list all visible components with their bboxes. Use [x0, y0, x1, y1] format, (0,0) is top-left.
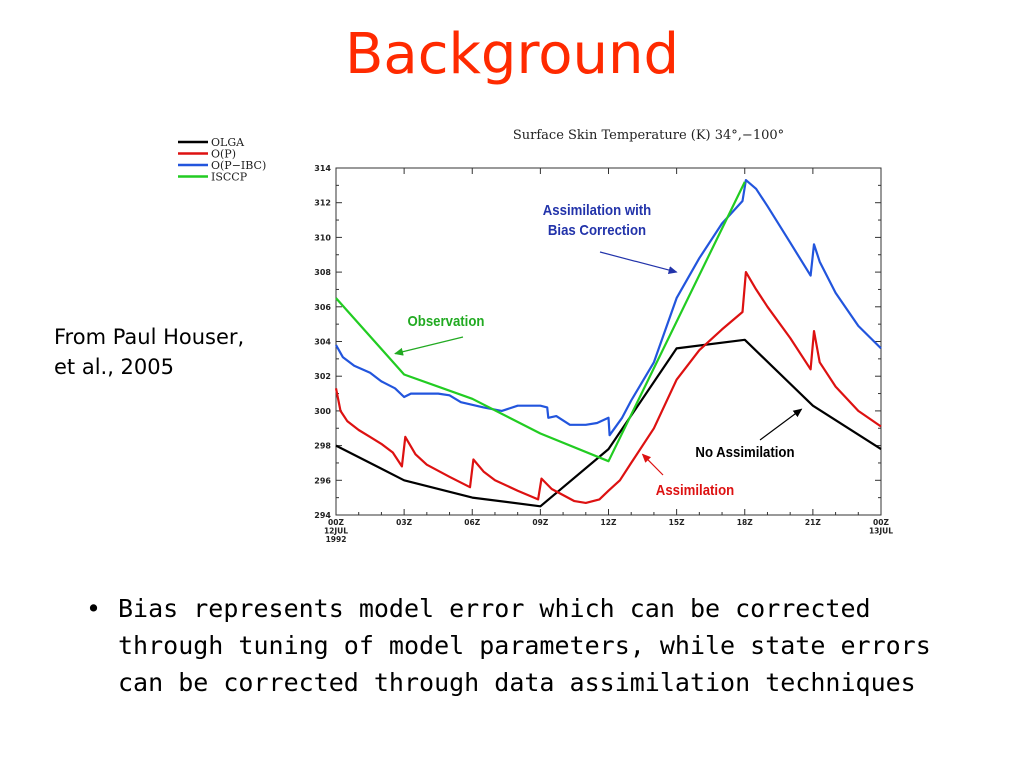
annotation-arrow — [641, 453, 664, 476]
y-tick-label: 312 — [314, 199, 331, 208]
x-tick-label: 18Z — [737, 518, 753, 527]
legend-label: OLGA — [211, 136, 245, 149]
x-tick-label: 21Z — [805, 518, 821, 527]
x-tick-label: 00Z — [873, 518, 889, 527]
y-tick-label: 314 — [314, 164, 331, 173]
bullet-list: • Bias represents model error which can … — [80, 590, 960, 701]
y-tick-label: 300 — [314, 407, 331, 416]
x-tick-label: 15Z — [669, 518, 685, 527]
annotation-label: No Assimilation — [695, 443, 794, 460]
annotation-label: Observation — [408, 312, 485, 329]
x-tick-label: 03Z — [396, 518, 412, 527]
legend-label: O(P−IBC) — [211, 159, 266, 172]
slide-title: Background — [344, 22, 680, 87]
bullet-item: • Bias represents model error which can … — [80, 590, 960, 701]
annotation-label: Assimilation — [656, 481, 734, 498]
y-tick-label: 308 — [314, 268, 331, 277]
legend-label: O(P) — [211, 148, 236, 161]
chart-title: Surface Skin Temperature (K) 34°,−100° — [513, 128, 784, 143]
citation: From Paul Houser, et al., 2005 — [54, 322, 294, 382]
annotation-arrow — [599, 251, 678, 274]
y-tick-label: 304 — [314, 338, 331, 347]
bullet-text: Bias represents model error which can be… — [118, 594, 931, 697]
annotation-arrow — [759, 408, 803, 441]
series-line-o-p- — [334, 271, 882, 504]
y-tick-label: 302 — [314, 372, 331, 381]
y-tick-label: 310 — [314, 233, 331, 242]
x-tick-label: 13JUL — [869, 527, 893, 536]
bullet-marker: • — [86, 594, 102, 623]
x-tick-label: 09Z — [532, 518, 548, 527]
y-tick-label: 298 — [314, 442, 331, 451]
legend-label: ISCCP — [211, 171, 248, 184]
x-tick-label: 1992 — [326, 535, 347, 544]
series-line-olga — [335, 338, 882, 508]
x-tick-label: 12Z — [601, 518, 617, 527]
annotation-arrow — [394, 336, 464, 356]
annotation-label: Assimilation with — [543, 201, 651, 218]
y-tick-label: 306 — [314, 303, 331, 312]
y-tick-label: 294 — [314, 511, 331, 520]
x-tick-label: 12JUL — [324, 527, 348, 536]
y-tick-label: 296 — [314, 476, 331, 485]
series-line-isccp — [335, 181, 746, 463]
plot-frame — [335, 167, 882, 516]
x-tick-label: 06Z — [464, 518, 480, 527]
citation-line: et al., 2005 — [54, 355, 175, 379]
citation-line: From Paul Houser, — [54, 325, 245, 349]
annotation-label: Bias Correction — [548, 221, 646, 238]
x-tick-label: 00Z — [328, 518, 344, 527]
series-line-o-p-ibc- — [335, 179, 882, 437]
